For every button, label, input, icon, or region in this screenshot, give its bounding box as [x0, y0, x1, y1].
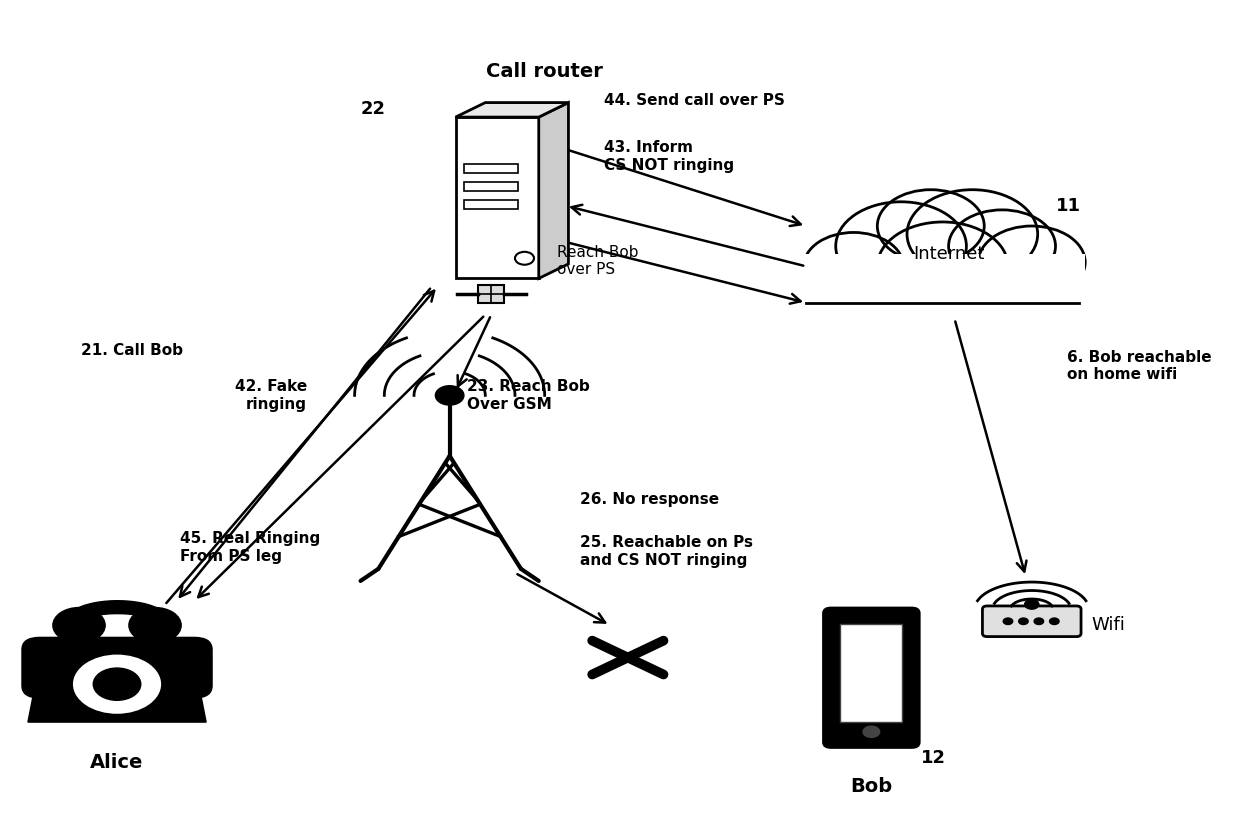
Circle shape [1003, 618, 1013, 624]
FancyBboxPatch shape [464, 182, 518, 191]
Text: Reach Bob
over PS: Reach Bob over PS [557, 245, 639, 277]
Text: 44. Send call over PS: 44. Send call over PS [604, 93, 785, 108]
Circle shape [878, 190, 985, 262]
FancyBboxPatch shape [455, 117, 538, 279]
FancyBboxPatch shape [40, 641, 195, 666]
Circle shape [906, 190, 1038, 279]
FancyBboxPatch shape [479, 285, 505, 302]
Circle shape [515, 252, 534, 265]
FancyBboxPatch shape [22, 637, 212, 698]
FancyBboxPatch shape [982, 606, 1081, 637]
Text: 43. Inform
CS NOT ringing: 43. Inform CS NOT ringing [604, 140, 734, 173]
Text: 26. No response: 26. No response [580, 492, 719, 507]
FancyBboxPatch shape [800, 254, 1085, 315]
Text: 22: 22 [361, 100, 386, 118]
FancyBboxPatch shape [464, 200, 518, 209]
Text: 6. Bob reachable
on home wifi: 6. Bob reachable on home wifi [1068, 350, 1211, 382]
Circle shape [1024, 600, 1039, 609]
Text: 12: 12 [921, 750, 946, 768]
Text: 21. Call Bob: 21. Call Bob [82, 343, 184, 358]
Circle shape [53, 607, 105, 643]
Text: 42. Fake
ringing: 42. Fake ringing [234, 379, 308, 412]
Text: 11: 11 [1055, 197, 1080, 215]
Text: Call router: Call router [486, 62, 603, 81]
Text: 25. Reachable on Ps
and CS NOT ringing: 25. Reachable on Ps and CS NOT ringing [580, 535, 754, 568]
FancyBboxPatch shape [823, 608, 919, 747]
Circle shape [1019, 618, 1028, 624]
Circle shape [863, 726, 879, 738]
FancyBboxPatch shape [464, 165, 518, 173]
Circle shape [978, 226, 1085, 298]
Text: 45. Real Ringing
From PS leg: 45. Real Ringing From PS leg [180, 531, 320, 564]
Circle shape [878, 222, 1008, 311]
Text: Alice: Alice [91, 753, 144, 772]
Text: Bob: Bob [851, 778, 893, 796]
Text: Wifi: Wifi [1091, 616, 1125, 634]
Polygon shape [29, 662, 206, 722]
Circle shape [435, 385, 464, 405]
Circle shape [836, 202, 966, 290]
Circle shape [804, 232, 904, 300]
Text: 23. Reach Bob
Over GSM: 23. Reach Bob Over GSM [467, 379, 590, 412]
Polygon shape [455, 103, 568, 117]
Text: Internet: Internet [913, 245, 985, 263]
Circle shape [72, 654, 162, 715]
Circle shape [949, 210, 1055, 283]
FancyBboxPatch shape [841, 623, 903, 722]
Circle shape [129, 607, 181, 643]
Circle shape [1049, 618, 1059, 624]
Circle shape [93, 668, 141, 700]
Polygon shape [538, 103, 568, 279]
Circle shape [1034, 618, 1044, 624]
